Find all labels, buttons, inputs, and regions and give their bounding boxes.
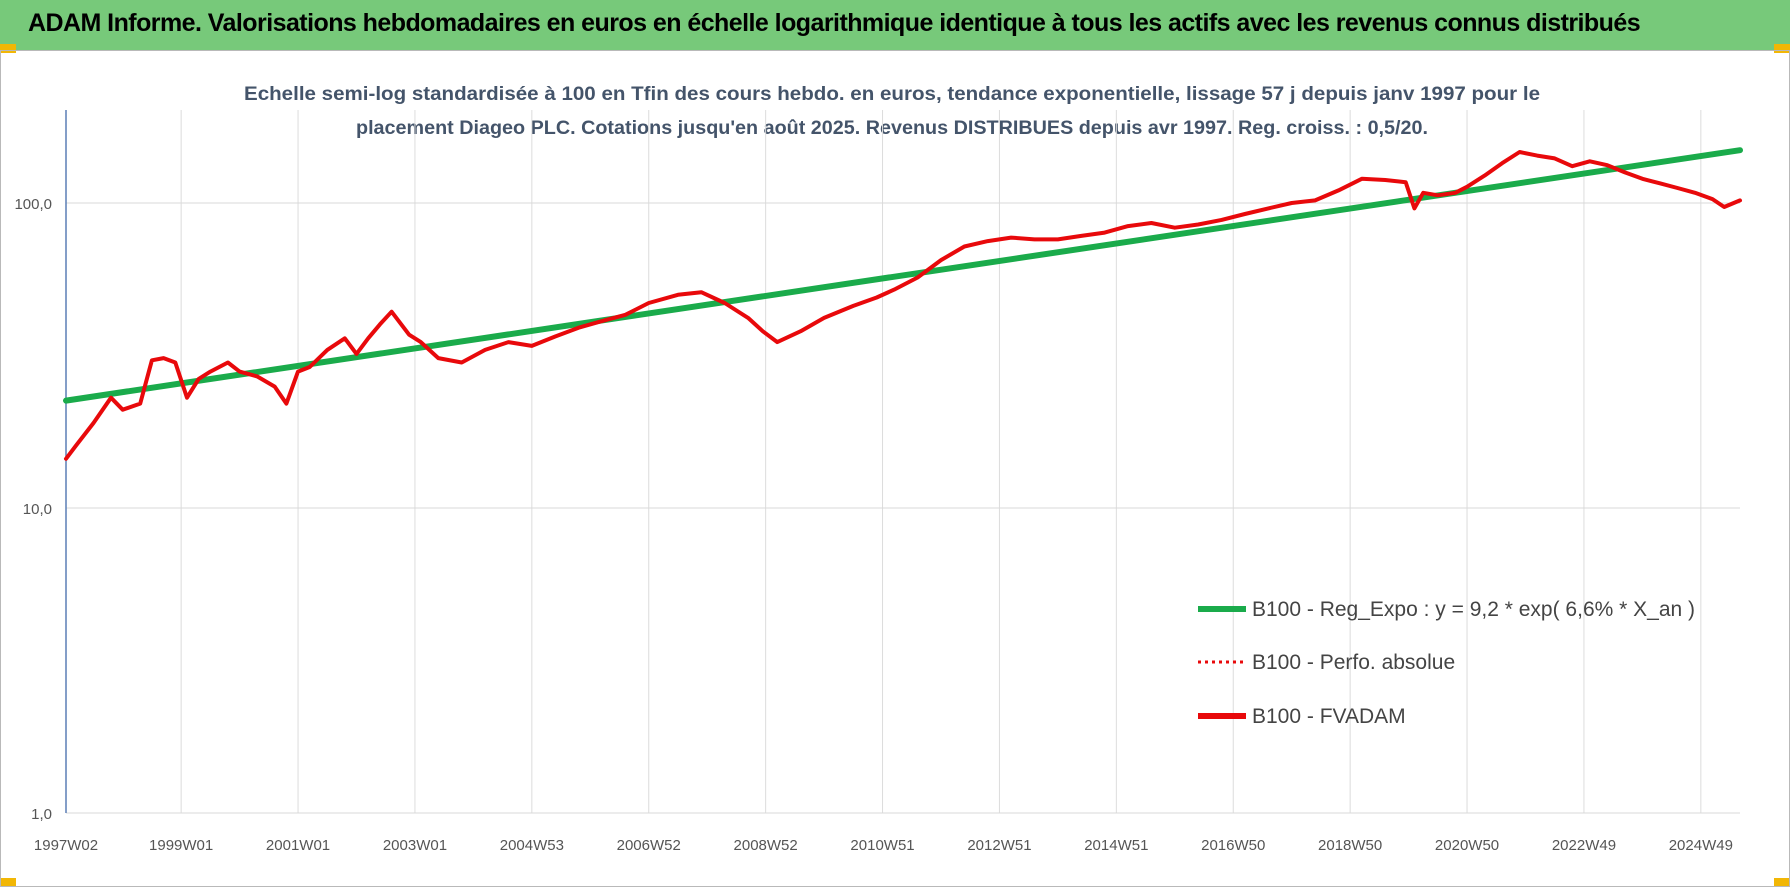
page-title: ADAM Informe. Valorisations hebdomadaire…: [28, 9, 1641, 37]
x-tick-label: 2014W51: [1084, 837, 1148, 854]
x-tick-label: 2018W50: [1318, 837, 1382, 854]
legend-entry-trend-label: B100 - Reg_Expo : y = 9,2 * exp( 6,6% * …: [1252, 598, 1695, 621]
x-tick-label: 2003W01: [383, 837, 447, 854]
trend-line: [63, 147, 1743, 404]
x-tick-label: 2006W52: [617, 837, 681, 854]
x-tick-label: 1997W02: [34, 837, 98, 854]
chart-subtitle-line-1: Echelle semi-log standardisée à 100 en T…: [244, 84, 1540, 105]
y-tick-label: 10,0: [23, 501, 52, 518]
chart-subtitle-line-2: placement Diageo PLC. Cotations jusqu'en…: [356, 118, 1428, 139]
legend: B100 - Reg_Expo : y = 9,2 * exp( 6,6% * …: [1198, 598, 1695, 728]
x-tick-label: 2012W51: [967, 837, 1031, 854]
title-banner: ADAM Informe. Valorisations hebdomadaire…: [0, 0, 1790, 50]
corner-marker-top-left: [0, 44, 16, 53]
legend-entry-perfo-label: B100 - Perfo. absolue: [1252, 651, 1455, 674]
x-tick-label: 2004W53: [500, 837, 564, 854]
x-gridlines: [180, 110, 1702, 813]
series-lines: [63, 147, 1743, 461]
x-tick-label: 2020W50: [1435, 837, 1499, 854]
y-tick-labels: 1,0 10,0 100,0: [14, 196, 52, 823]
y-gridlines: [66, 202, 1740, 814]
corner-marker-bottom-right: [1774, 878, 1790, 887]
x-tick-label: 2016W50: [1201, 837, 1265, 854]
y-tick-label: 1,0: [31, 806, 52, 823]
x-tick-label: 2024W49: [1669, 837, 1733, 854]
corner-marker-bottom-left: [0, 878, 16, 887]
y-tick-label: 100,0: [14, 196, 52, 213]
x-tick-label: 1999W01: [149, 837, 213, 854]
x-tick-labels: 1997W02 1999W01 2001W01 2003W01 2004W53 2006W…: [34, 837, 1733, 854]
legend-entry-fvadam-label: B100 - FVADAM: [1252, 705, 1406, 728]
corner-marker-top-right: [1774, 44, 1790, 53]
x-tick-label: 2022W49: [1552, 837, 1616, 854]
x-tick-label: 2010W51: [850, 837, 914, 854]
fvadam-line: [64, 150, 1742, 461]
x-tick-label: 2001W01: [266, 837, 330, 854]
x-tick-label: 2008W52: [734, 837, 798, 854]
